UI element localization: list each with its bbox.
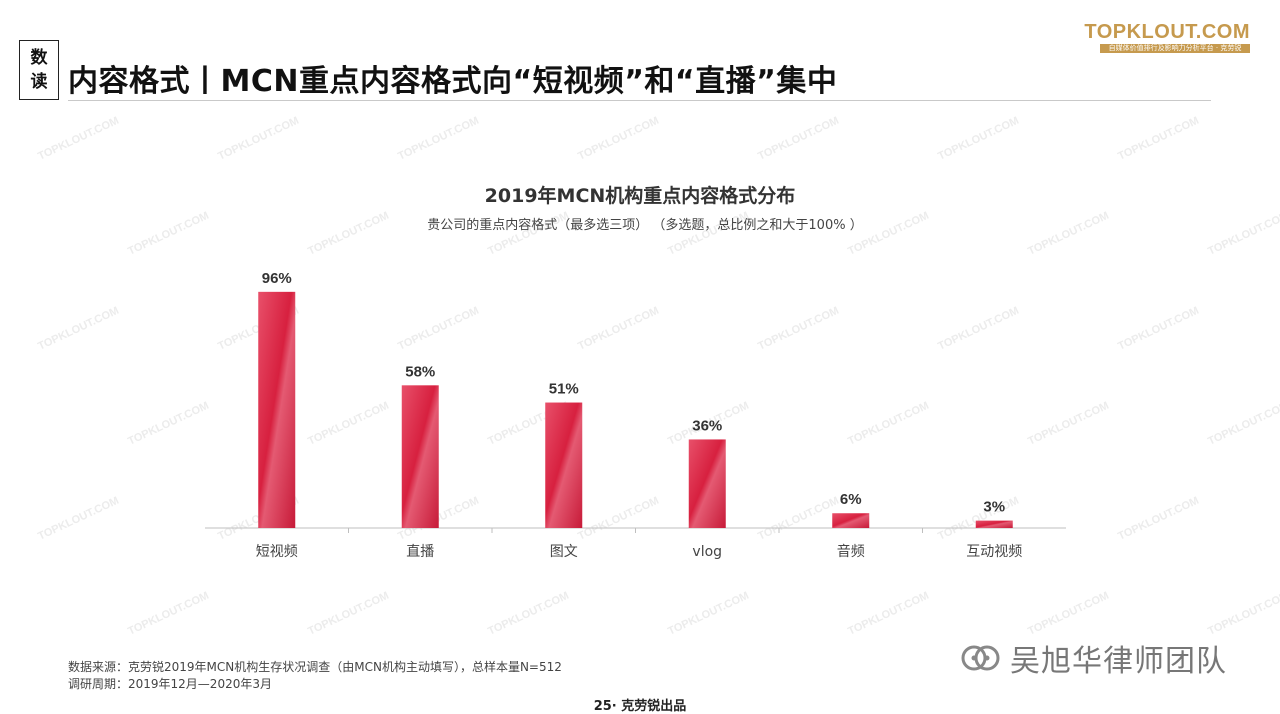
bar-1 xyxy=(401,385,439,528)
account-watermark: 吴旭华律师团队 xyxy=(958,636,1227,680)
bar-value-label: 51% xyxy=(549,381,579,398)
bar-0 xyxy=(258,291,296,528)
x-tick-label: vlog xyxy=(692,544,722,560)
x-tick-label: 图文 xyxy=(550,544,578,560)
bar-value-label: 58% xyxy=(405,363,435,380)
x-tick-label: 互动视频 xyxy=(966,544,1022,560)
bar-3 xyxy=(688,439,726,528)
bar-value-label: 6% xyxy=(840,491,862,508)
x-tick-label: 音频 xyxy=(837,543,865,560)
bar-value-label: 36% xyxy=(692,417,722,434)
brand-logo: TOPKLOUT.COM 自媒体价值排行及影响力分析平台 · 克劳锐 xyxy=(1084,22,1250,53)
brand-name: TOPKLOUT.COM xyxy=(1084,21,1250,43)
wechat-official-account-icon xyxy=(961,645,1000,671)
section-tag: 数 读 xyxy=(19,40,59,100)
bar-value-label: 96% xyxy=(262,270,292,287)
source-note: 数据来源：克劳锐2019年MCN机构生存状况调查（由MCN机构主动填写），总样本… xyxy=(68,660,562,674)
bar-4 xyxy=(832,513,870,528)
section-tag-line2: 读 xyxy=(30,72,48,92)
bar-2 xyxy=(545,402,583,528)
bar-5 xyxy=(975,520,1013,528)
chart-subtitle: 贵公司的重点内容格式（最多选三项） （多选题，总比例之和大于100% ） xyxy=(427,218,863,233)
account-name: 吴旭华律师团队 xyxy=(1010,644,1227,679)
header-divider xyxy=(68,100,1211,101)
period-note: 调研周期：2019年12月—2020年3月 xyxy=(68,677,272,691)
x-tick-label: 短视频 xyxy=(256,544,298,560)
x-tick-label: 直播 xyxy=(406,543,434,560)
page-footer: 25· 克劳锐出品 xyxy=(593,699,687,714)
page-title: 内容格式丨MCN重点内容格式向“短视频”和“直播”集中 xyxy=(68,64,838,99)
brand-tagline: 自媒体价值排行及影响力分析平台 · 克劳锐 xyxy=(1100,44,1250,53)
chart-title: 2019年MCN机构重点内容格式分布 xyxy=(484,185,796,207)
section-tag-line1: 数 xyxy=(30,48,48,68)
bar-value-label: 3% xyxy=(983,499,1005,516)
